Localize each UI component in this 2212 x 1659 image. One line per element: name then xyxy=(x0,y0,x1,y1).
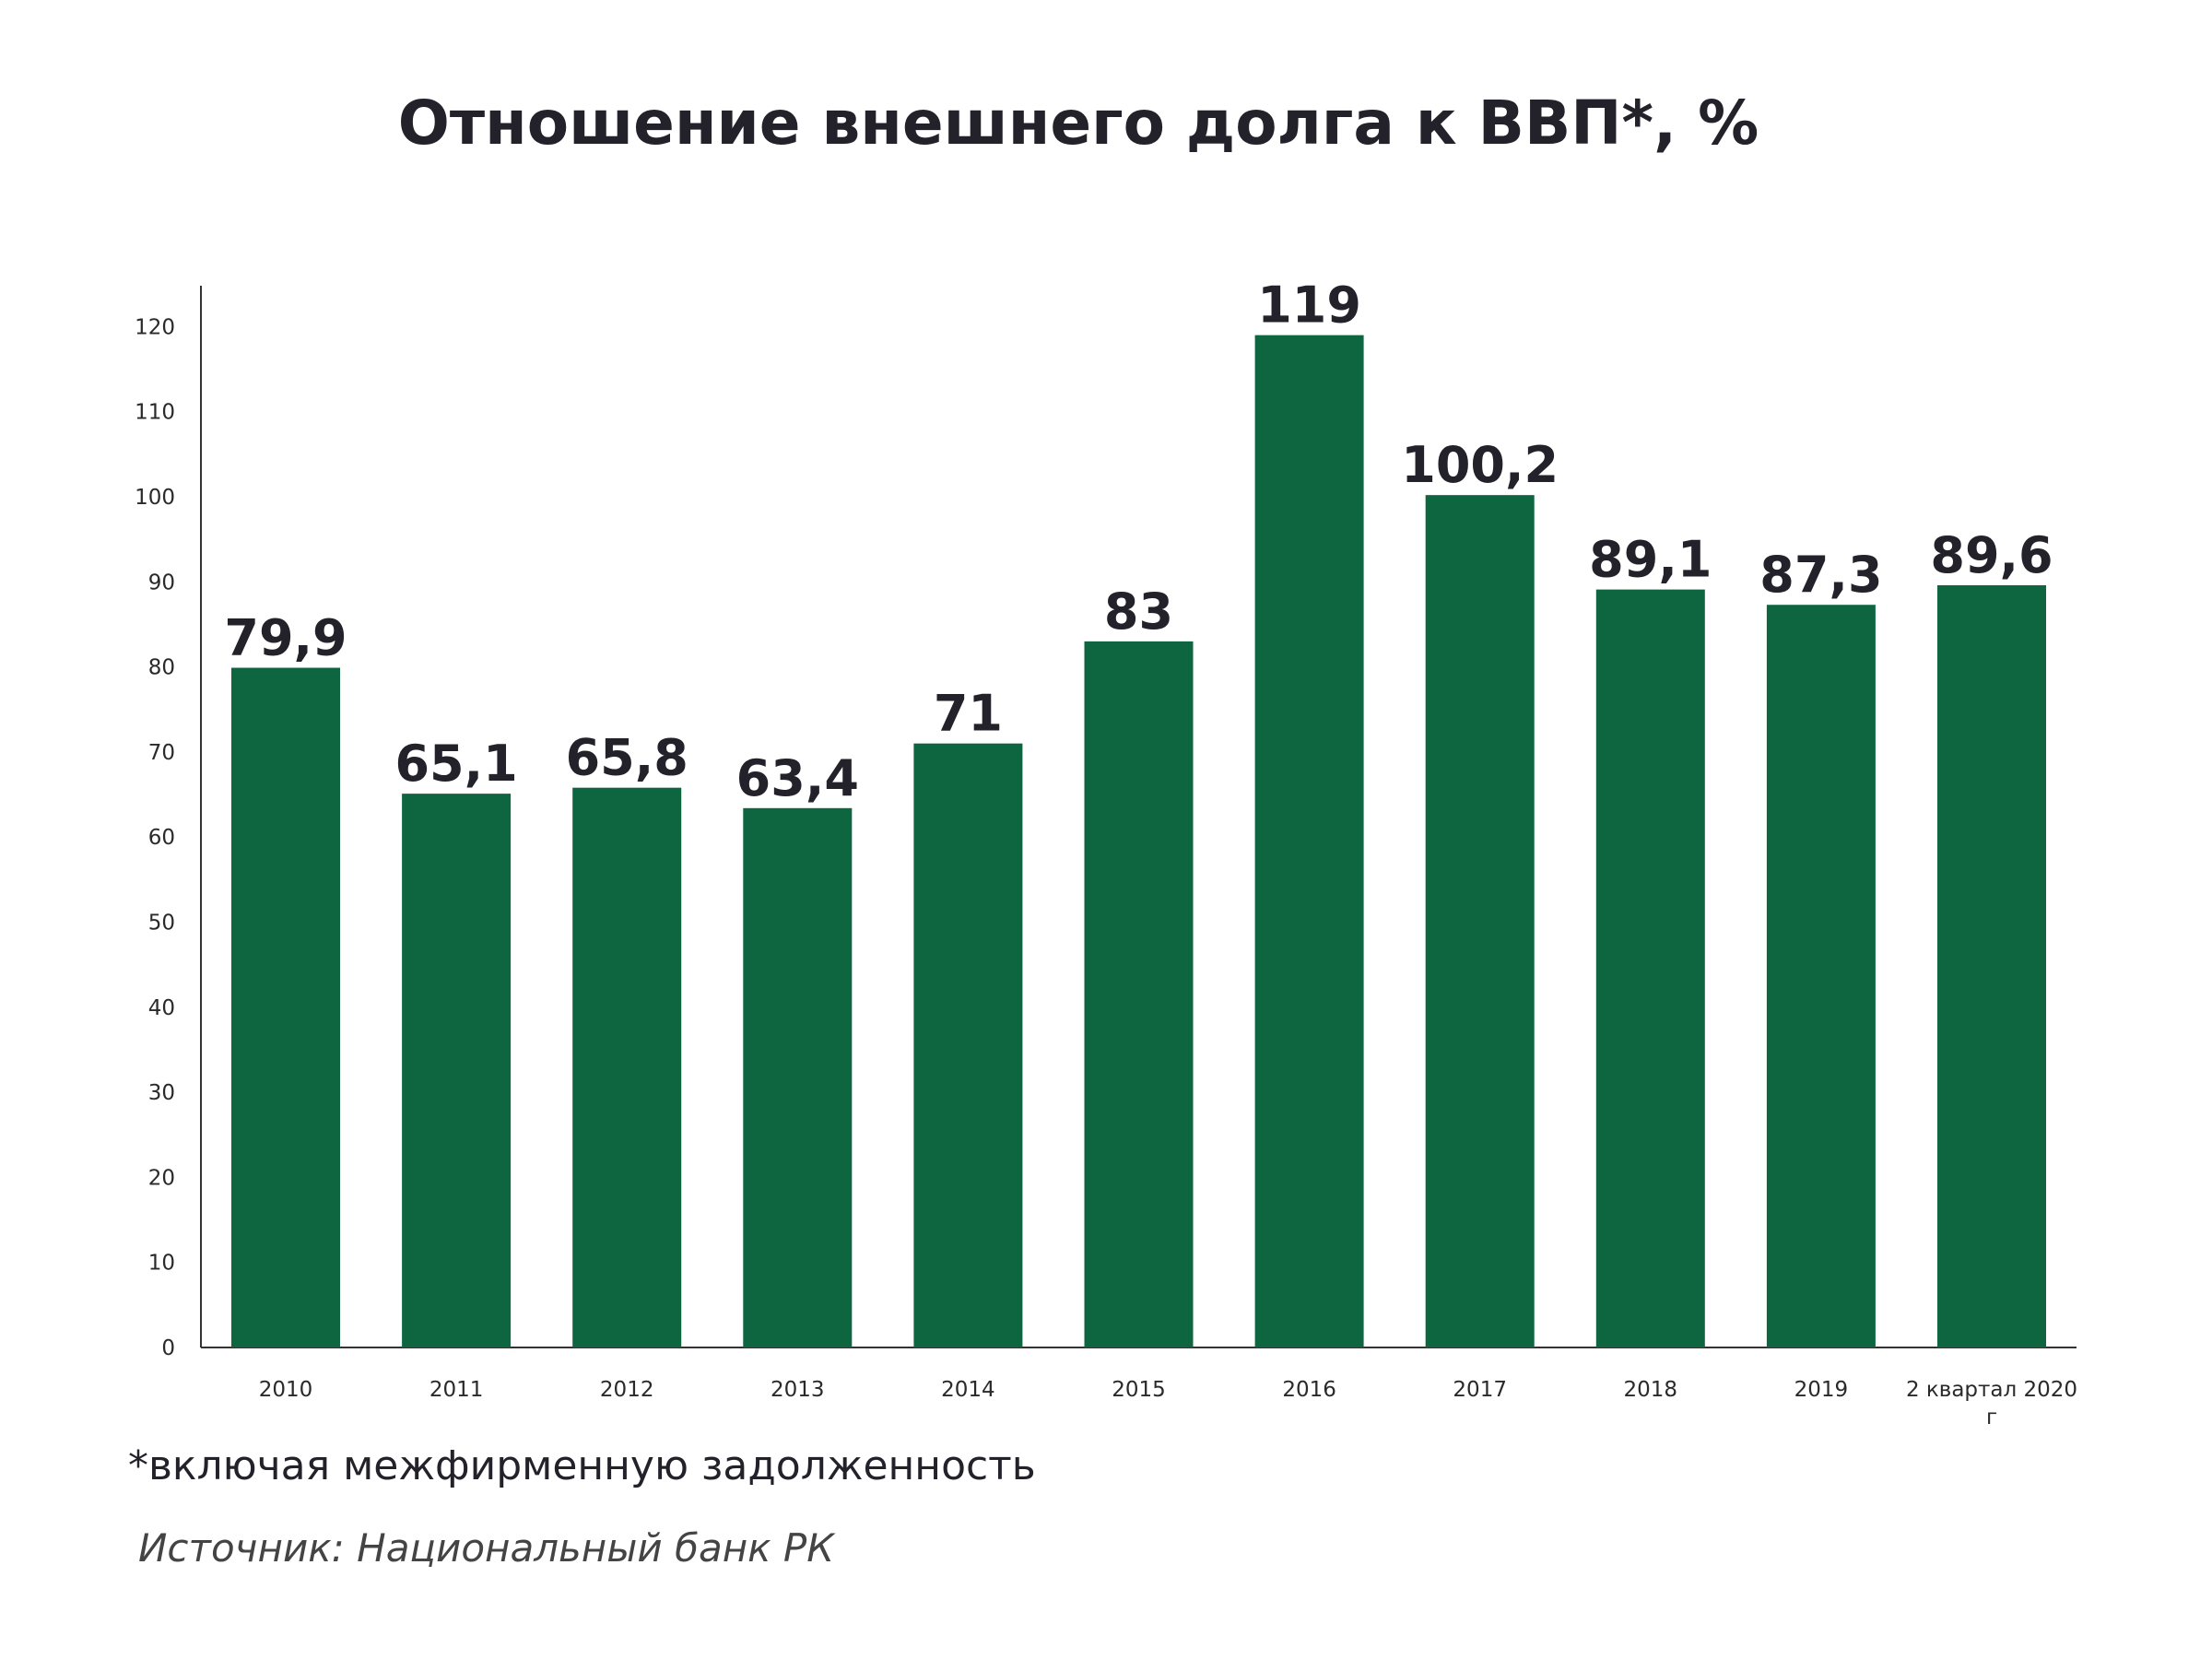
y-tick-label: 20 xyxy=(148,1166,175,1190)
x-tick-label: 2014 xyxy=(941,1378,995,1402)
bar-chart: 0 10 20 30 40 50 60 70 80 90 100 110 120 79,9 2010 65,1… xyxy=(135,276,2077,1430)
x-tick-label: 2010 xyxy=(259,1378,313,1402)
y-tick-label: 120 xyxy=(135,315,175,339)
chart-title: Отношение внешнего долга к ВВП*, % xyxy=(397,88,1759,159)
data-label: 79,9 xyxy=(224,609,347,667)
y-tick-label: 110 xyxy=(135,401,175,425)
x-tick-label: 2011 xyxy=(429,1378,484,1402)
data-label: 63,4 xyxy=(736,749,859,807)
bar xyxy=(743,807,853,1347)
bar xyxy=(1937,584,2046,1347)
bar xyxy=(1766,605,1876,1347)
y-tick-label: 60 xyxy=(148,826,175,850)
bar xyxy=(913,743,1023,1347)
data-label: 89,1 xyxy=(1589,531,1712,589)
y-tick-label: 30 xyxy=(148,1081,175,1105)
data-label: 87,3 xyxy=(1759,546,1882,604)
y-tick-label: 80 xyxy=(148,656,175,680)
data-label: 83 xyxy=(1104,582,1173,641)
bar xyxy=(1254,335,1364,1347)
y-tick-label: 100 xyxy=(135,486,175,510)
x-tick-label: 2017 xyxy=(1453,1378,1507,1402)
bar xyxy=(402,794,512,1347)
x-tick-label: 2 квартал 2020 г xyxy=(1906,1378,2077,1430)
x-tick-label: 2016 xyxy=(1282,1378,1336,1402)
y-tick-label: 50 xyxy=(148,912,175,935)
bar xyxy=(1595,589,1705,1347)
bar xyxy=(1425,495,1535,1347)
x-tick-label: 2013 xyxy=(771,1378,825,1402)
y-tick-label: 10 xyxy=(148,1252,175,1276)
data-label: 65,1 xyxy=(394,735,517,793)
source-note: Источник: Национальный банк РК xyxy=(138,1525,835,1571)
footnote: *включая межфирменную задолженность xyxy=(128,1442,1036,1489)
y-tick-label: 0 xyxy=(161,1336,175,1360)
bar xyxy=(231,667,340,1347)
x-tick-label: 2015 xyxy=(1112,1378,1166,1402)
y-tick-label: 90 xyxy=(148,571,175,594)
data-label: 71 xyxy=(934,685,1003,743)
data-label: 65,8 xyxy=(566,729,688,787)
x-tick-label: 2019 xyxy=(1794,1378,1849,1402)
data-label: 100,2 xyxy=(1401,436,1559,494)
x-tick-label: 2012 xyxy=(600,1378,654,1402)
data-label: 89,6 xyxy=(1930,526,2053,584)
data-label: 119 xyxy=(1257,276,1361,335)
y-tick-label: 70 xyxy=(148,741,175,765)
y-tick-label: 40 xyxy=(148,996,175,1020)
x-tick-label: 2018 xyxy=(1624,1378,1678,1402)
bar xyxy=(1084,641,1194,1347)
bar xyxy=(572,787,682,1347)
